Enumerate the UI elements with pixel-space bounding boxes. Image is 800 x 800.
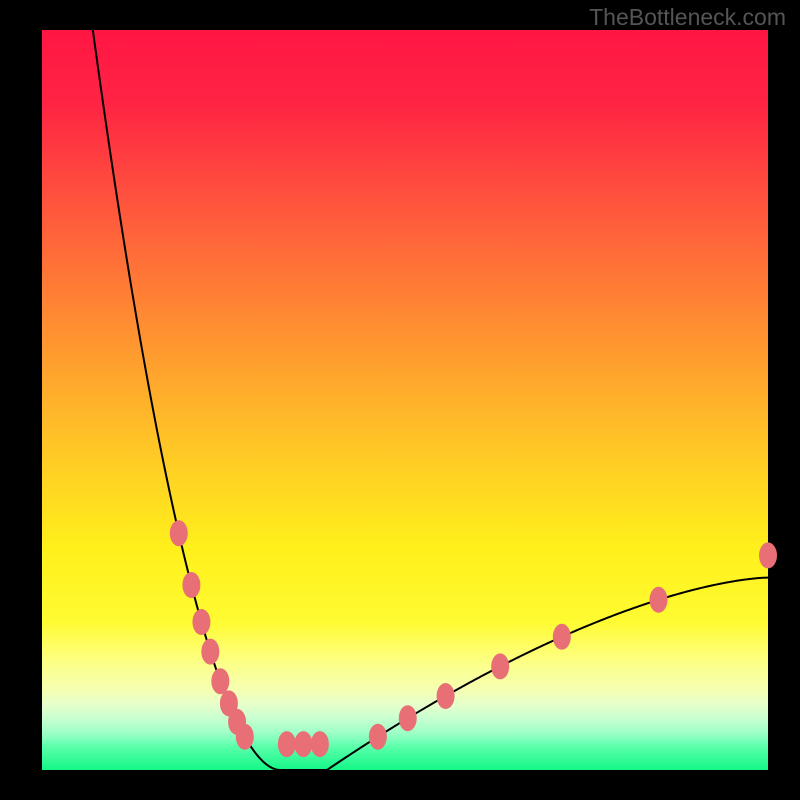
marker-dot [236, 724, 254, 750]
marker-dot [170, 520, 188, 546]
marker-dot [759, 542, 777, 568]
bottleneck-chart [0, 0, 800, 800]
marker-dot [182, 572, 200, 598]
marker-dot [399, 705, 417, 731]
marker-dot [211, 668, 229, 694]
marker-dot [437, 683, 455, 709]
marker-dot [278, 731, 296, 757]
marker-dot [369, 724, 387, 750]
marker-dot [201, 639, 219, 665]
watermark-text: TheBottleneck.com [589, 4, 786, 31]
marker-dot [192, 609, 210, 635]
marker-dot [294, 731, 312, 757]
marker-dot [553, 624, 571, 650]
marker-dot [491, 653, 509, 679]
marker-dot [650, 587, 668, 613]
marker-dot [311, 731, 329, 757]
chart-container: TheBottleneck.com [0, 0, 800, 800]
